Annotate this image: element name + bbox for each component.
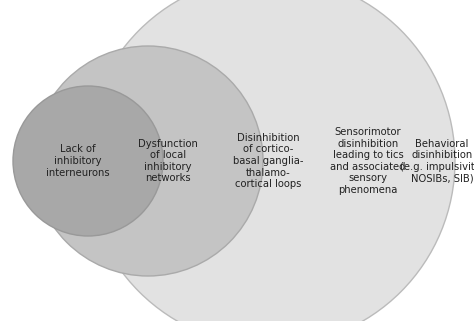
Text: Disinhibition
of cortico-
basal ganglia-
thalamo-
cortical loops: Disinhibition of cortico- basal ganglia-… bbox=[233, 133, 303, 189]
Circle shape bbox=[13, 86, 163, 236]
Circle shape bbox=[33, 46, 263, 276]
Circle shape bbox=[85, 0, 455, 321]
Text: Dysfunction
of local
inhibitory
networks: Dysfunction of local inhibitory networks bbox=[138, 139, 198, 183]
Text: Lack of
inhibitory
interneurons: Lack of inhibitory interneurons bbox=[46, 144, 110, 178]
Text: Sensorimotor
disinhibition
leading to tics
and associated
sensory
phenomena: Sensorimotor disinhibition leading to ti… bbox=[330, 127, 406, 195]
Text: Behavioral
disinhibition
(e.g. impulsivity,
NOSIBs, SIB): Behavioral disinhibition (e.g. impulsivi… bbox=[400, 139, 474, 183]
